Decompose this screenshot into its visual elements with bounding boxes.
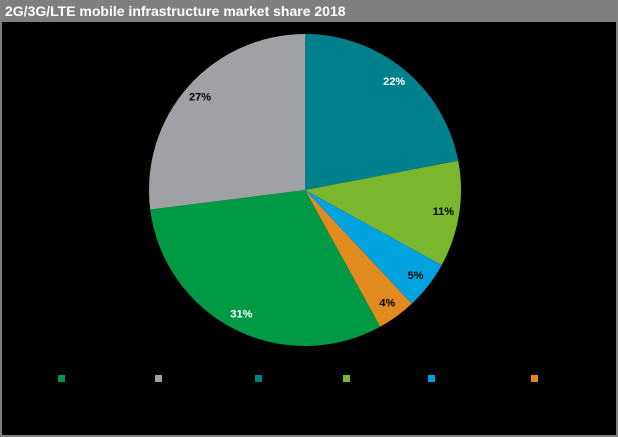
chart-title-bar: 2G/3G/LTE mobile infrastructure market s… — [0, 0, 618, 22]
pie-slice-label: 11% — [433, 206, 455, 218]
legend-swatch-4 — [343, 375, 350, 382]
pie-slice-label: 22% — [383, 76, 405, 88]
pie-slice-27pct — [149, 34, 305, 210]
chart-title: 2G/3G/LTE mobile infrastructure market s… — [5, 3, 346, 19]
pie-slice-11pct — [305, 160, 462, 266]
frame-border-bottom — [0, 435, 618, 437]
legend-swatch-5 — [428, 375, 435, 382]
pie-slice-22pct — [305, 34, 459, 190]
pie-slice-label: 27% — [189, 91, 211, 103]
pie-slice-5pct — [305, 190, 442, 304]
legend-swatch-2 — [155, 375, 162, 382]
pie-slice-label: 5% — [408, 270, 424, 282]
pie-slice-label: 31% — [230, 309, 252, 321]
pie-slice-31pct — [150, 190, 381, 346]
frame-border-left — [0, 0, 2, 437]
legend-swatch-3 — [255, 375, 262, 382]
frame-border-right — [616, 0, 618, 437]
legend-swatch-1 — [58, 375, 65, 382]
pie-slice-4pct — [305, 190, 412, 327]
pie-slice-label: 4% — [379, 297, 395, 309]
legend — [0, 375, 618, 383]
legend-swatch-6 — [531, 375, 538, 382]
